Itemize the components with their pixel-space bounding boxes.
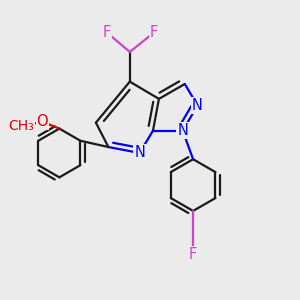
Text: N: N — [192, 98, 203, 113]
Text: N: N — [134, 146, 145, 160]
Text: CH₃: CH₃ — [9, 119, 34, 133]
Text: F: F — [150, 25, 158, 40]
Text: F: F — [103, 25, 111, 40]
Text: O: O — [37, 114, 48, 129]
Text: N: N — [177, 123, 188, 138]
Text: F: F — [189, 247, 197, 262]
